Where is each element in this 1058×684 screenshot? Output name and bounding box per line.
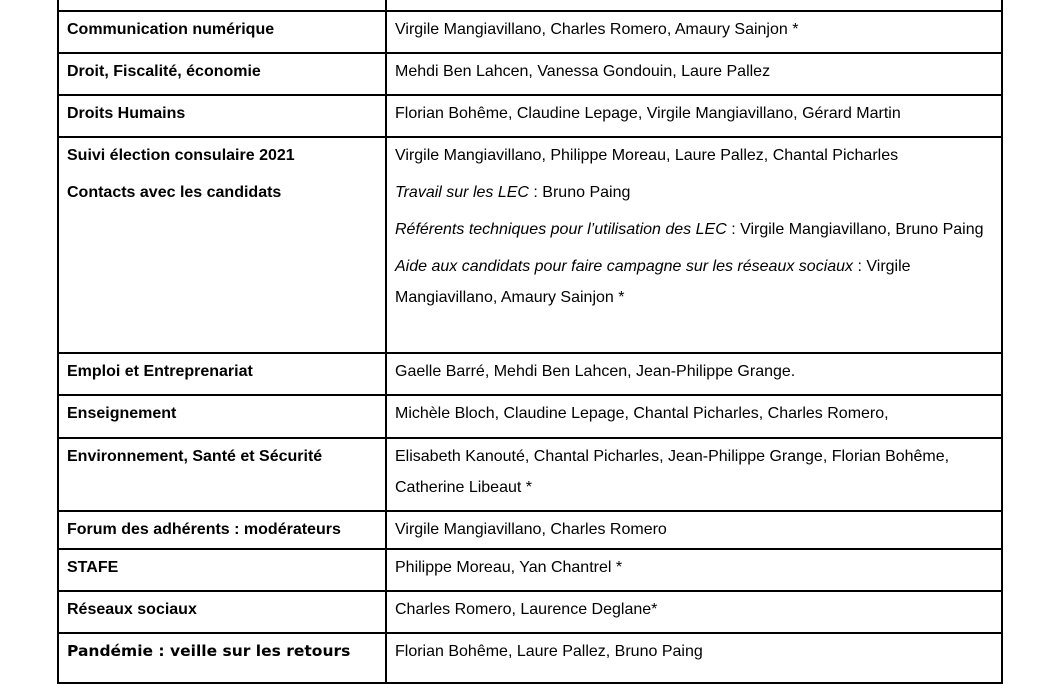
members-line: Virgile Mangiavillano, Philippe Moreau, … xyxy=(395,147,899,164)
members-cell: Gaelle Barré, Mehdi Ben Lahcen, Jean-Phi… xyxy=(385,352,1003,396)
topic-cell: Communication numérique xyxy=(57,10,387,54)
subgroup-names: : Bruno Paing xyxy=(528,184,631,201)
table-row: Réseaux sociaux Charles Romero, Laurence … xyxy=(57,590,1003,634)
subgroup: Référents techniques pour l’utilisation … xyxy=(395,214,993,245)
table-row: Droits Humains Florian Bohême, Claudine L… xyxy=(57,94,1003,138)
subgroup-names: : Virgile Mangiavillano, Bruno Paing xyxy=(726,221,984,238)
table-row: Communication numérique Virgile Mangiavil… xyxy=(57,10,1003,54)
working-groups-table: Communication numérique Virgile Mangiavil… xyxy=(57,0,1003,684)
members-cell: Florian Bohême, Laure Pallez, Bruno Pain… xyxy=(385,632,1003,684)
subgroup-label: Travail sur les LEC xyxy=(395,184,529,201)
members-cell: Florian Bohême, Claudine Lepage, Virgile… xyxy=(385,94,1003,138)
table-row: STAFE Philippe Moreau, Yan Chantrel * xyxy=(57,548,1003,592)
members-cell: Michèle Bloch, Claudine Lepage, Chantal … xyxy=(385,394,1003,439)
topic-cell: STAFE xyxy=(57,548,387,592)
table-row: Suivi élection consulaire 2021 Contacts … xyxy=(57,136,1003,354)
members-cell: Philippe Moreau, Yan Chantrel * xyxy=(385,548,1003,592)
subgroup: Travail sur les LEC : Bruno Paing xyxy=(395,177,993,208)
members-cell: Virgile Mangiavillano, Charles Romero, A… xyxy=(385,10,1003,54)
topic-cell: Droit, Fiscalité, économie xyxy=(57,52,387,96)
subgroup-label: Référents techniques pour l’utilisation … xyxy=(395,221,727,238)
members-cell: Mehdi Ben Lahcen, Vanessa Gondouin, Laur… xyxy=(385,52,1003,96)
topic-cell: Droits Humains xyxy=(57,94,387,138)
topic-cell: Enseignement xyxy=(57,394,387,439)
members-cell xyxy=(385,0,1003,12)
table-row: Pandémie : veille sur les retours Florian… xyxy=(57,632,1003,684)
members-cell: Virgile Mangiavillano, Philippe Moreau, … xyxy=(385,136,1003,354)
subgroup-label: Aide aux candidats pour faire campagne s… xyxy=(395,258,854,275)
table-row: Droit, Fiscalité, économie Mehdi Ben Lahc… xyxy=(57,52,1003,96)
subgroup: Aide aux candidats pour faire campagne s… xyxy=(395,251,993,313)
table-row: Emploi et Entreprenariat Gaelle Barré, Me… xyxy=(57,352,1003,396)
members-cell: Virgile Mangiavillano, Charles Romero xyxy=(385,510,1003,550)
topic-line: Suivi élection consulaire 2021 xyxy=(67,147,295,164)
subgroup-names: : Virgile Mangiavillano, Amaury Sainjon … xyxy=(395,258,911,306)
topic-cell: Pandémie : veille sur les retours xyxy=(57,632,387,684)
table-row: Forum des adhérents : modérateurs Virgile… xyxy=(57,510,1003,550)
topic-cell: Réseaux sociaux xyxy=(57,590,387,634)
topic-cell xyxy=(57,0,387,12)
topic-cell: Forum des adhérents : modérateurs xyxy=(57,510,387,550)
topic-cell: Emploi et Entreprenariat xyxy=(57,352,387,396)
topic-cell: Suivi élection consulaire 2021 Contacts … xyxy=(57,136,387,354)
table-row xyxy=(57,0,1003,12)
members-cell: Elisabeth Kanouté, Chantal Picharles, Je… xyxy=(385,437,1003,512)
topic-line: Contacts avec les candidats xyxy=(67,184,282,201)
members-cell: Charles Romero, Laurence Deglane* xyxy=(385,590,1003,634)
table-row: Environnement, Santé et Sécurité Elisabet… xyxy=(57,437,1003,512)
topic-cell: Environnement, Santé et Sécurité xyxy=(57,437,387,512)
table-row: Enseignement Michèle Bloch, Claudine Lepa… xyxy=(57,394,1003,439)
